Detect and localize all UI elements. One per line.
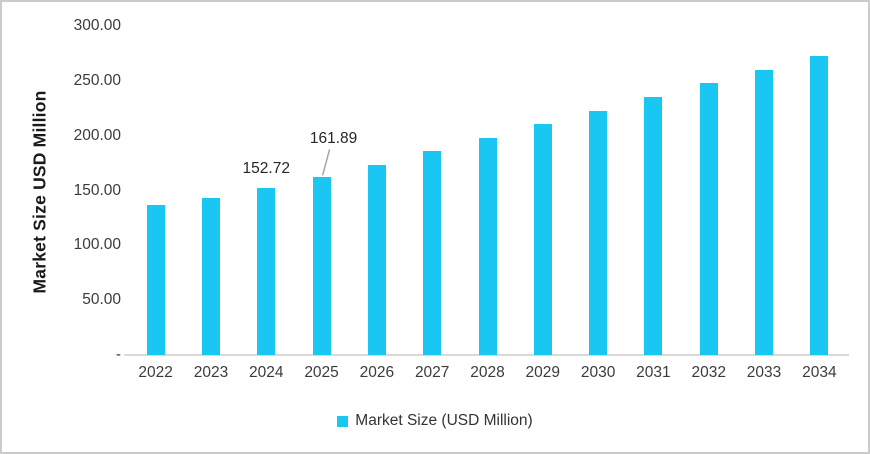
bar-2034: [810, 55, 829, 355]
x-tick-label-2023: 2023: [193, 364, 229, 381]
x-tick-label-2034: 2034: [802, 364, 837, 381]
bar-2031: [644, 96, 663, 355]
y-tick-label: 300.00: [73, 17, 121, 34]
bar-2028: [478, 137, 497, 355]
bar-2032: [699, 83, 718, 355]
x-tick-label-2022: 2022: [138, 364, 173, 381]
data-label-2025: 161.89: [309, 130, 358, 148]
x-tick-label-2024: 2024: [249, 364, 284, 381]
x-axis-line: [124, 354, 849, 356]
bar-2023: [201, 198, 220, 355]
legend: Market Size (USD Million): [2, 412, 868, 430]
x-tick-label-2026: 2026: [359, 364, 395, 381]
x-tick-label-2032: 2032: [691, 364, 726, 381]
bar-2027: [423, 151, 442, 355]
leader-line-2025: [321, 149, 331, 176]
y-tick-label: 250.00: [73, 71, 121, 89]
bar-2024: [257, 187, 276, 355]
x-tick-label-2029: 2029: [525, 364, 561, 381]
x-tick-label-2027: 2027: [414, 364, 450, 381]
bar-2029: [533, 124, 552, 355]
y-tick-label: 150.00: [73, 181, 121, 199]
bar-2022: [146, 205, 165, 355]
bar-2026: [367, 164, 386, 355]
x-tick-label-2031: 2031: [636, 364, 671, 381]
x-tick-label-2025: 2025: [304, 364, 339, 381]
data-label-2024: 152.72: [242, 159, 290, 177]
y-tick-label: 100.00: [73, 236, 121, 254]
y-tick-label: -: [115, 346, 121, 363]
x-tick-label-2028: 2028: [470, 364, 505, 381]
bar-2033: [755, 70, 774, 355]
x-tick-label-2030: 2030: [580, 364, 616, 381]
bar-2030: [589, 110, 608, 355]
legend-color-swatch: [337, 415, 349, 427]
legend-label: Market Size (USD Million): [355, 412, 533, 429]
bar-2025: [312, 177, 331, 355]
y-tick-label: 200.00: [73, 126, 121, 144]
y-tick-label: 50.00: [82, 291, 121, 309]
x-tick-label-2033: 2033: [746, 364, 782, 381]
